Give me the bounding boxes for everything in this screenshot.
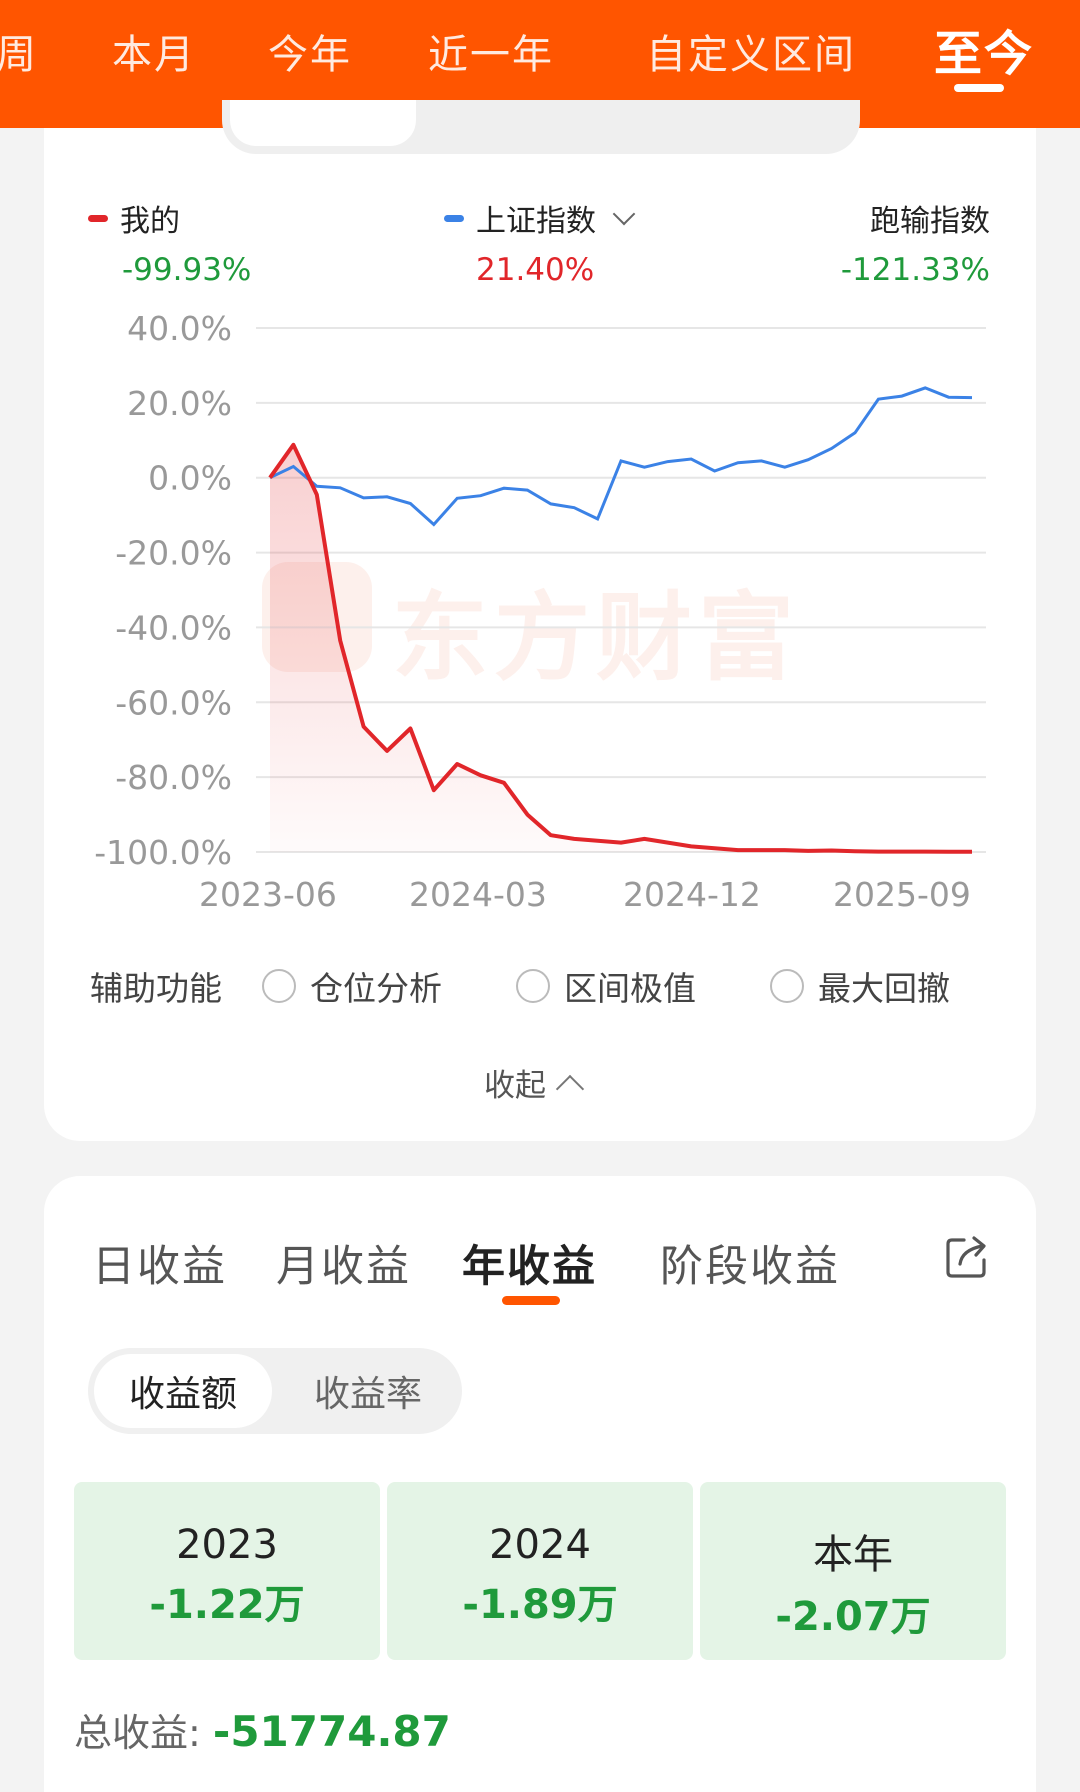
tab-daily-profit[interactable]: 日收益	[92, 1242, 227, 1292]
return-chart: 40.0% 20.0% 0.0% -20.0% -40.0% -60.0% -80.0% -1…	[94, 309, 986, 914]
tab-to-date[interactable]: 至今	[934, 26, 1035, 82]
year-value: -1.22万	[149, 1582, 305, 1628]
year-label: 2024	[489, 1522, 591, 1568]
radio-icon[interactable]	[516, 969, 550, 1003]
collapse-label: 收起	[484, 1068, 546, 1104]
total-label: 总收益:	[74, 1711, 201, 1755]
legend-outperform: 跑输指数 -121.33%	[841, 196, 990, 288]
share-icon[interactable]	[944, 1234, 990, 1280]
legend-outperform-value: -121.33%	[840, 252, 990, 288]
aux-option-label: 仓位分析	[310, 969, 442, 1008]
radio-icon[interactable]	[770, 969, 804, 1003]
total-value: -51774.87	[212, 1707, 451, 1756]
collapse-button[interactable]: 收起	[484, 1060, 585, 1105]
chevron-up-icon	[555, 1074, 585, 1103]
active-tab-indicator	[502, 1296, 560, 1305]
x-tick-label: 2025-09	[833, 875, 971, 914]
year-label: 2023	[176, 1522, 278, 1568]
y-tick-label: 0.0%	[148, 459, 232, 498]
legend-index-label: 上证指数	[476, 204, 596, 239]
y-tick-label: 20.0%	[127, 384, 232, 423]
tab-this-month[interactable]: 本月	[112, 32, 196, 78]
year-box-this-year[interactable]: 本年 -2.07万	[700, 1482, 1006, 1660]
tab-period-profit[interactable]: 阶段收益	[660, 1242, 840, 1292]
tab-last-year[interactable]: 近一年	[428, 32, 554, 78]
legend-outperform-label: 跑输指数	[870, 204, 990, 239]
aux-label: 辅助功能	[90, 969, 222, 1008]
tab-custom-range[interactable]: 自定义区间	[646, 32, 856, 78]
y-tick-label: -100.0%	[94, 833, 232, 872]
aux-option-max-drawdown[interactable]: 最大回撤	[770, 962, 950, 1010]
aux-option-position[interactable]: 仓位分析	[262, 962, 442, 1010]
legend-mine-label: 我的	[120, 204, 180, 239]
y-tick-label: -20.0%	[115, 534, 232, 573]
x-tick-label: 2024-03	[409, 875, 547, 914]
tab-yearly-profit[interactable]: 年收益	[462, 1242, 597, 1292]
year-value: -2.07万	[775, 1594, 931, 1640]
year-box-2023[interactable]: 2023 -1.22万	[74, 1482, 380, 1660]
toggle-profit-amount[interactable]: 收益额	[94, 1354, 272, 1428]
tab-this-year[interactable]: 今年	[268, 32, 352, 78]
active-tab-indicator	[954, 84, 1004, 92]
x-tick-label: 2023-06	[199, 875, 337, 914]
legend-mine: 我的 -99.93%	[88, 196, 251, 288]
y-tick-label: -40.0%	[115, 608, 232, 647]
year-box-2024[interactable]: 2024 -1.89万	[387, 1482, 693, 1660]
mine-area-fill	[270, 444, 972, 852]
chart-mode-active	[230, 100, 416, 146]
mine-series-line	[268, 442, 973, 854]
watermark-text: 东方财富	[392, 582, 800, 694]
year-value: -1.89万	[462, 1582, 618, 1628]
aux-option-label: 区间极值	[564, 969, 696, 1008]
tab-week[interactable]: 周	[0, 32, 38, 78]
legend-mine-value: -99.93%	[122, 252, 252, 288]
legend-index-value: 21.40%	[476, 252, 595, 288]
x-tick-label: 2024-12	[623, 875, 761, 914]
year-label: 本年	[813, 1532, 893, 1578]
index-series-line	[269, 386, 973, 527]
metric-toggle: 收益额 收益率	[88, 1348, 462, 1434]
y-tick-label: -80.0%	[115, 758, 232, 797]
y-tick-label: -60.0%	[115, 683, 232, 722]
legend-index[interactable]: 上证指数 21.40%	[444, 196, 636, 288]
y-tick-label: 40.0%	[127, 309, 232, 348]
radio-icon[interactable]	[262, 969, 296, 1003]
red-line-marker-icon	[88, 214, 108, 222]
toggle-profit-rate[interactable]: 收益率	[313, 1374, 422, 1415]
aux-option-label: 最大回撤	[818, 969, 950, 1008]
blue-line-marker-icon	[444, 214, 464, 222]
total-profit: 总收益: -51774.87	[74, 1702, 451, 1757]
chart-mode-toggle[interactable]	[222, 100, 860, 154]
tab-monthly-profit[interactable]: 月收益	[276, 1242, 411, 1292]
aux-option-range-extreme[interactable]: 区间极值	[516, 962, 696, 1010]
